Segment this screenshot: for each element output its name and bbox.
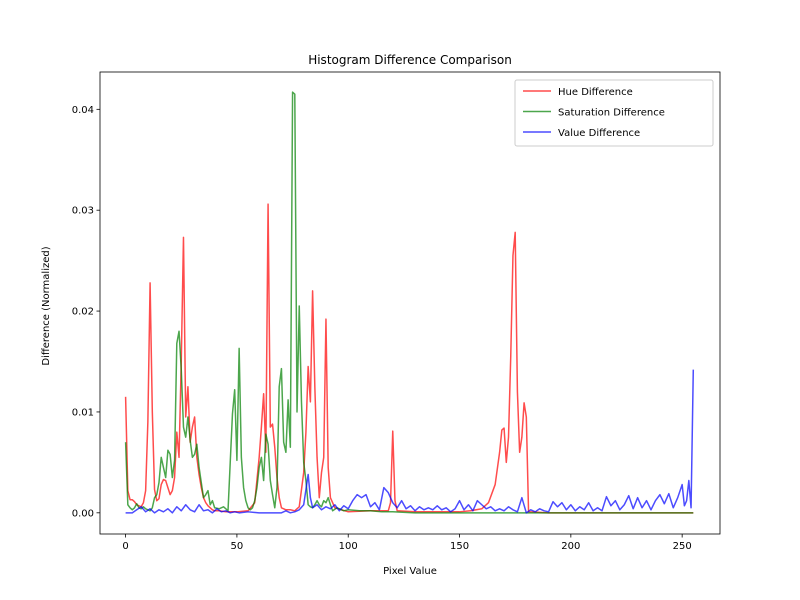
plot-lines — [124, 91, 695, 514]
chart-title: Histogram Difference Comparison — [308, 53, 512, 67]
legend: Hue Difference Saturation Difference Value… — [514, 79, 714, 147]
y-tick-label: 0.00 — [72, 508, 94, 519]
x-tick-label: 0 — [122, 541, 128, 552]
legend-box — [514, 79, 714, 147]
axes — [99, 71, 721, 535]
x-tick-label: 200 — [561, 541, 580, 552]
series-line-3 — [125, 369, 695, 514]
x-tick-label: 150 — [450, 541, 469, 552]
y-tick-label: 0.02 — [72, 307, 94, 318]
legend-label-3: Value Difference — [558, 128, 640, 139]
y-tick-label: 0.04 — [72, 105, 94, 116]
y-tick-label: 0.01 — [72, 407, 94, 418]
series-line-2 — [124, 91, 694, 514]
plot-frame — [99, 71, 721, 535]
x-tick-label: 50 — [231, 541, 244, 552]
ticks: 0 50 100 150 200 250 0.00 0.01 0.02 0.03 0.04 — [72, 105, 692, 552]
y-tick-label: 0.03 — [72, 206, 94, 217]
series-line-1 — [124, 203, 694, 514]
x-axis-title: Pixel Value — [383, 566, 437, 577]
legend-label-2: Saturation Difference — [558, 108, 665, 119]
legend-label-1: Hue Difference — [558, 87, 633, 98]
y-axis-title: Difference (Normalized) — [41, 246, 52, 365]
x-tick-label: 100 — [339, 541, 358, 552]
x-tick-label: 250 — [673, 541, 692, 552]
